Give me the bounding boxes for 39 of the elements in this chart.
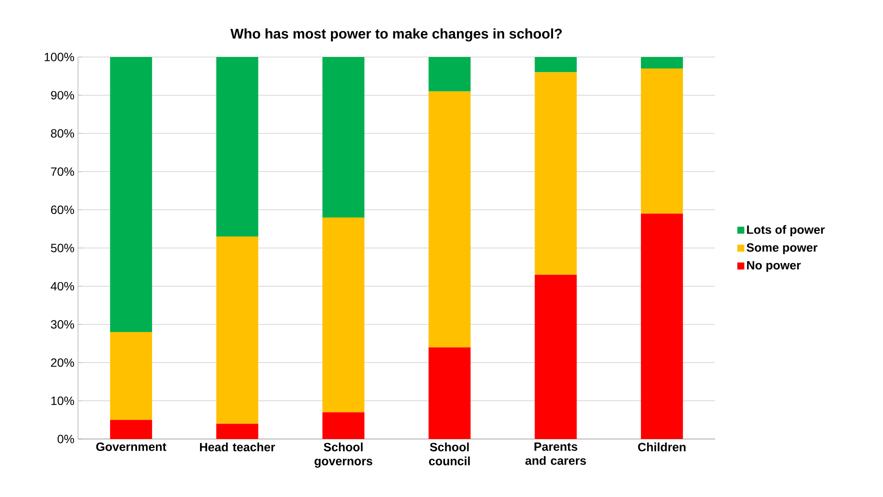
chart-title: Who has most power to make changes in school? (230, 28, 562, 42)
bar (534, 274, 577, 439)
x-tick-label: Parents and carers (525, 442, 586, 465)
bar (428, 347, 471, 439)
bar (216, 56, 258, 237)
y-tick-label: 10% (51, 396, 74, 406)
y-tick-label: 100% (44, 52, 74, 62)
y-tick-label: 40% (50, 282, 74, 290)
bar (110, 420, 152, 439)
y-tick-label: 30% (50, 320, 74, 329)
y-tick-label: 20% (51, 358, 74, 367)
y-tick-label: 80% (50, 129, 74, 138)
bar (534, 72, 577, 275)
x-tick-label: School council (429, 442, 470, 466)
bar (640, 68, 683, 214)
bar (534, 56, 577, 72)
bar (322, 56, 364, 218)
bar (640, 56, 683, 68)
legend-label: No power (747, 261, 801, 272)
bar (216, 424, 258, 439)
y-tick-label: 0% (58, 434, 74, 444)
bar (640, 214, 683, 439)
y-tick-label: 50% (50, 244, 74, 252)
y-tick-label: 60% (51, 206, 74, 214)
y-tick-label: 90% (51, 90, 74, 100)
bar (428, 56, 471, 92)
x-tick-label: Government (96, 442, 166, 452)
bar (322, 217, 364, 412)
bar (110, 56, 152, 332)
bar (428, 91, 471, 348)
x-tick-label: Children (638, 442, 686, 452)
legend-label: Lots of power (747, 225, 825, 236)
x-tick-label: School governors (314, 442, 372, 468)
bar (216, 236, 258, 424)
bar (110, 332, 152, 420)
legend-label: Some power (746, 243, 818, 254)
y-tick-label: 70% (51, 167, 74, 176)
bar (322, 412, 364, 439)
x-tick-label: Head teacher (200, 442, 276, 452)
